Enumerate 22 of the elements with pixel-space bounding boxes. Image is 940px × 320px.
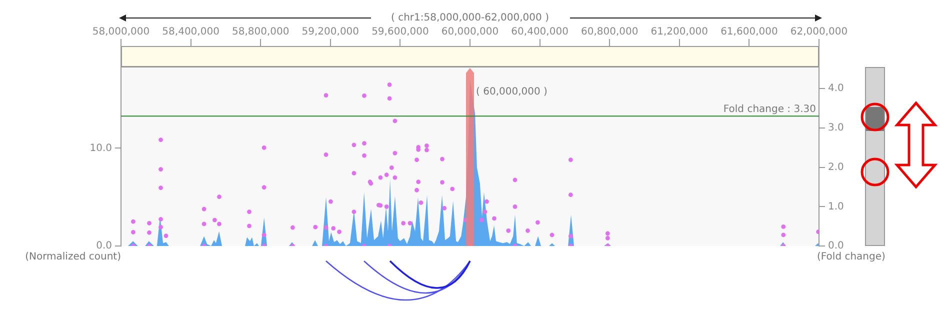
y2-tick-label: 0.0 [828, 240, 844, 252]
y-axis-title: (Normalized count) [25, 252, 122, 263]
x-tick-label: 59,200,000 [302, 26, 360, 38]
x-tick-label: 58,800,000 [232, 26, 290, 38]
y2-tick-label: 4.0 [828, 83, 844, 94]
y2-tick-label: 3.0 [828, 122, 844, 134]
chart-title: ( chr1:58,000,000-62,000,000 ) [391, 12, 550, 24]
y-tick-label: 10.0 [90, 142, 112, 154]
x-tick-label: 60,400,000 [511, 26, 568, 38]
x-tick-label: 62,000,000 [790, 26, 848, 38]
x-tick-label: 60,800,000 [580, 26, 638, 38]
x-tick-label: 58,400,000 [162, 26, 220, 38]
x-tick-label: 60,000,000 [441, 26, 499, 38]
y2-tick-label: 2.0 [828, 162, 844, 173]
ref-line-label: Fold change : 3.30 [723, 104, 816, 115]
x-tick-label: 58,000,000 [92, 26, 150, 38]
x-tick-label: 59,600,000 [372, 26, 429, 38]
x-tick-label: 61,200,000 [650, 26, 708, 38]
x-tick-label: 61,600,000 [720, 26, 778, 38]
y2-tick-label: 1.0 [828, 201, 844, 212]
band-label: ( 60,000,000 ) [476, 86, 548, 98]
y2-axis-title: (Fold change) [817, 252, 886, 263]
